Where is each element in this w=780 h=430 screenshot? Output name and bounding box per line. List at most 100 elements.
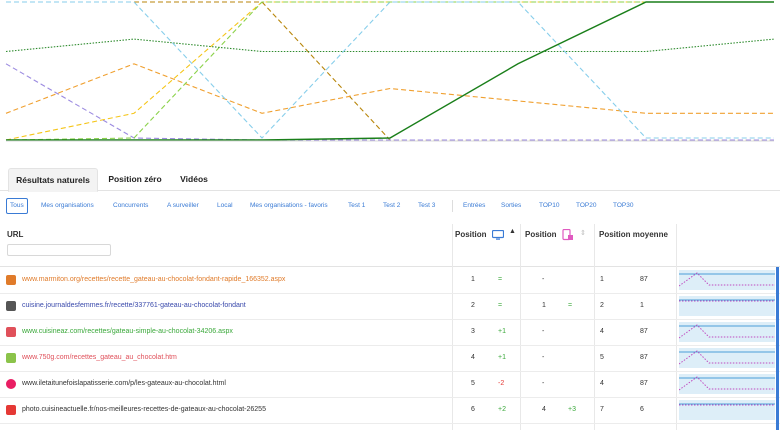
- sort-icon[interactable]: ⇕: [580, 230, 586, 237]
- position-sparkline: [678, 374, 775, 394]
- tab-position-zero[interactable]: Position zéro: [108, 174, 162, 184]
- site-favicon-icon: [6, 405, 16, 415]
- result-url-link[interactable]: www.cuisineaz.com/recettes/gateau-simple…: [22, 328, 233, 335]
- position-desktop-value: 3: [471, 328, 475, 335]
- filter-mes-organisations-favoris[interactable]: Mes organisations - favoris: [250, 202, 328, 209]
- position-moyenne-value: 5: [600, 354, 604, 361]
- result-type-tabs: Résultats naturels Position zéro Vidéos: [0, 164, 780, 192]
- column-divider: [452, 224, 453, 430]
- result-url-link[interactable]: www.iletaitunefoislapatisserie.com/p/les…: [22, 380, 226, 387]
- filter-local[interactable]: Local: [217, 202, 233, 209]
- position-desktop-value: 2: [471, 302, 475, 309]
- column-position-moyenne[interactable]: Position moyenne: [599, 230, 668, 239]
- filter-concurrents[interactable]: Concurrents: [113, 202, 149, 209]
- table-row[interactable]: www.750g.com/recettes_gateau_au_chocolat…: [0, 345, 780, 372]
- mobile-icon: [562, 228, 574, 246]
- position-sparkline: [678, 322, 775, 342]
- filter-entrees[interactable]: Entrées: [463, 202, 486, 209]
- chart-series-line: [5, 1, 774, 141]
- position-moyenne-secondary: 87: [640, 328, 648, 335]
- position-desktop-delta: =: [498, 276, 503, 283]
- position-moyenne-value: 7: [600, 406, 604, 413]
- position-desktop-delta: +1: [498, 328, 506, 335]
- tab-videos[interactable]: Vidéos: [180, 174, 208, 184]
- filter-top20[interactable]: TOP20: [576, 202, 597, 209]
- position-sparkline: [679, 400, 775, 420]
- chart-series-line: [5, 38, 775, 53]
- position-desktop-value: 1: [471, 276, 475, 283]
- column-divider: [594, 224, 595, 430]
- position-moyenne-secondary: 87: [640, 354, 648, 361]
- site-favicon-icon: [6, 327, 16, 337]
- filter-a-surveiller[interactable]: A surveiller: [167, 202, 199, 209]
- position-desktop-value: 4: [471, 354, 475, 361]
- chart-series-line: [6, 1, 774, 141]
- position-sparkline: [679, 296, 775, 316]
- filter-bar: Tous Mes organisations Concurrents A sur…: [0, 197, 780, 215]
- position-sparkline: [678, 348, 775, 368]
- position-moyenne-secondary: 6: [640, 406, 644, 413]
- position-mobile-value: -: [542, 328, 545, 335]
- filter-test-3[interactable]: Test 3: [418, 202, 436, 209]
- chart-series-line: [5, 63, 774, 114]
- position-desktop-delta: -2: [498, 380, 505, 387]
- filter-divider: [452, 200, 453, 212]
- filter-top10[interactable]: TOP10: [539, 202, 560, 209]
- column-position-mobile[interactable]: Position: [525, 230, 557, 239]
- result-url-link[interactable]: www.750g.com/recettes_gateau_au_chocolat…: [22, 354, 177, 361]
- filter-test-1[interactable]: Test 1: [348, 202, 366, 209]
- chart-series-line: [6, 1, 774, 141]
- chart-series-line: [5, 1, 774, 141]
- tab-resultats-naturels[interactable]: Résultats naturels: [8, 168, 98, 192]
- table-row[interactable]: www.iletaitunefoislapatisserie.com/p/les…: [0, 371, 780, 398]
- position-sparkline: [678, 270, 775, 290]
- result-url-link[interactable]: photo.cuisineactuelle.fr/nos-meilleures-…: [22, 406, 266, 413]
- position-desktop-delta: +1: [498, 354, 506, 361]
- row-highlight-bar: [776, 267, 779, 430]
- table-row[interactable]: cuisine.journaldesfemmes.fr/recette/3377…: [0, 293, 780, 320]
- position-moyenne-value: 1: [600, 276, 604, 283]
- position-moyenne-value: 4: [600, 380, 604, 387]
- column-divider: [520, 224, 521, 430]
- table-row[interactable]: www.cuisineaz.com/recettes/gateau-simple…: [0, 319, 780, 346]
- site-favicon-icon: [6, 275, 16, 285]
- position-moyenne-secondary: 1: [640, 302, 644, 309]
- position-moyenne-value: 2: [600, 302, 604, 309]
- table-row[interactable]: www.marmiton.org/recettes/recette_gateau…: [0, 267, 780, 294]
- filter-sorties[interactable]: Sorties: [501, 202, 522, 209]
- filter-mes-organisations[interactable]: Mes organisations: [41, 202, 94, 209]
- table-header: URL Position ▲ Position ⇕ Position moyen…: [0, 224, 780, 267]
- position-mobile-value: -: [542, 276, 545, 283]
- column-divider: [676, 224, 677, 430]
- sort-icon[interactable]: ▲: [509, 228, 516, 235]
- result-url-link[interactable]: cuisine.journaldesfemmes.fr/recette/3377…: [22, 302, 246, 309]
- position-moyenne-secondary: 87: [640, 276, 648, 283]
- filter-tous[interactable]: Tous: [6, 198, 28, 214]
- table-row[interactable]: photo.cuisineactuelle.fr/nos-meilleures-…: [0, 397, 780, 424]
- position-moyenne-value: 4: [600, 328, 604, 335]
- position-mobile-value: -: [542, 380, 545, 387]
- site-favicon-icon: [6, 301, 16, 311]
- position-mobile-value: -: [542, 354, 545, 361]
- position-desktop-delta: =: [498, 302, 503, 309]
- position-mobile-delta: +3: [568, 406, 576, 413]
- position-mobile-delta: =: [568, 302, 573, 309]
- position-desktop-value: 6: [471, 406, 475, 413]
- ranking-history-chart: [0, 0, 780, 150]
- position-mobile-value: 1: [542, 302, 546, 309]
- url-filter-input[interactable]: [7, 244, 111, 256]
- position-desktop-delta: +2: [498, 406, 506, 413]
- site-favicon-icon: [6, 379, 16, 389]
- column-url[interactable]: URL: [7, 230, 24, 239]
- result-url-link[interactable]: www.marmiton.org/recettes/recette_gateau…: [22, 276, 286, 283]
- filter-test-2[interactable]: Test 2: [383, 202, 401, 209]
- chart-series-line: [6, 1, 774, 139]
- position-mobile-value: 4: [542, 406, 546, 413]
- column-position-desktop[interactable]: Position: [455, 230, 487, 239]
- filter-top30[interactable]: TOP30: [613, 202, 634, 209]
- position-moyenne-secondary: 87: [640, 380, 648, 387]
- monitor-icon: [491, 228, 505, 246]
- position-desktop-value: 5: [471, 380, 475, 387]
- chart-series-line: [5, 63, 774, 141]
- site-favicon-icon: [6, 353, 16, 363]
